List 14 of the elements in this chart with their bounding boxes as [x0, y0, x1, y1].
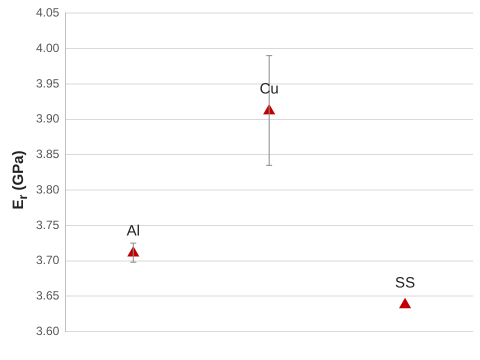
- data-label: SS: [395, 274, 416, 292]
- point: [399, 298, 411, 308]
- y-tick-label: 3.95: [36, 76, 60, 90]
- y-tick-label: 4.00: [36, 40, 60, 55]
- y-tick-label: 3.75: [36, 218, 60, 232]
- y-tick-label: 3.60: [36, 324, 60, 338]
- y-tick-label: 3.90: [36, 112, 60, 126]
- y-tick-label: 4.05: [36, 6, 60, 20]
- y-tick-label: 3.65: [36, 288, 60, 303]
- data-label: Cu: [260, 80, 279, 98]
- y-tick-label: 3.85: [36, 147, 60, 162]
- y-tick-label: 3.80: [36, 182, 60, 196]
- y-tick-label: 3.70: [36, 253, 60, 268]
- data-label: Al: [126, 222, 140, 240]
